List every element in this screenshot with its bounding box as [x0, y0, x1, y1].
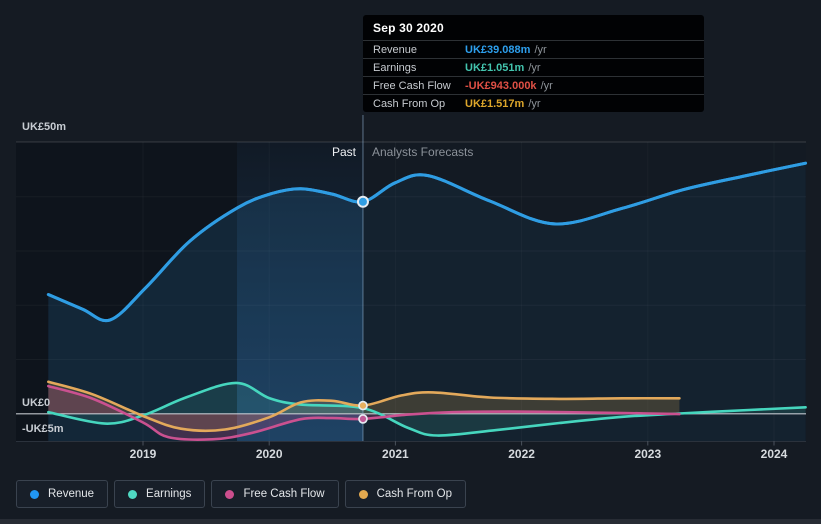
tooltip-row-free-cash-flow: Free Cash Flow -UK£943.000k /yr [363, 76, 704, 94]
x-tick-label: 2024 [760, 447, 788, 461]
tooltip-row-revenue: Revenue UK£39.088m /yr [363, 40, 704, 58]
marker-cash-from-op [358, 400, 368, 411]
area-forecast-revenue [363, 163, 806, 441]
tooltip-label: Revenue [373, 43, 418, 56]
tooltip-label: Free Cash Flow [373, 79, 451, 92]
forecast-region-label: Analysts Forecasts [372, 145, 474, 159]
line-free-cash-flow [47, 384, 681, 441]
tooltip-value: -UK£943.000k [465, 79, 537, 92]
tooltip-row-earnings: Earnings UK£1.051m /yr [363, 58, 704, 76]
free-cash-flow-dot-icon [225, 489, 235, 499]
x-tick-label: 2023 [634, 447, 662, 461]
tooltip-value: UK£1.517m [465, 97, 525, 110]
y-axis-label-50m: UK£50m [22, 121, 67, 133]
legend: Revenue Earnings Free Cash Flow Cash Fro… [16, 480, 467, 508]
tooltip-value: UK£1.051m [465, 61, 525, 74]
x-tick-label: 2021 [382, 447, 409, 461]
legend-item-revenue[interactable]: Revenue [16, 480, 109, 508]
cash-from-op-dot-icon [358, 489, 368, 499]
earnings-dot-icon [128, 489, 138, 499]
area-revenue [48, 188, 364, 441]
marker-free-cash-flow [358, 414, 368, 424]
tooltip-unit: /yr [528, 61, 541, 74]
bottom-bar [0, 519, 821, 524]
legend-item-free-cash-flow[interactable]: Free Cash Flow [211, 480, 339, 508]
area-free-cash-flow [48, 386, 680, 440]
tooltip-unit: /yr [534, 43, 547, 56]
x-tick-label: 2022 [508, 447, 535, 461]
legend-label: Earnings [146, 488, 192, 500]
area-earnings [48, 382, 806, 436]
tooltip-unit: /yr [540, 79, 553, 92]
line-revenue-top [47, 161, 806, 323]
revenue-dot-icon [30, 489, 39, 499]
legend-item-cash-from-op[interactable]: Cash From Op [344, 480, 467, 508]
plot-forecast-bg [362, 142, 806, 441]
x-tick-label: 2019 [129, 447, 157, 461]
y-axis-label-zero: UK£0 [22, 397, 51, 409]
hover-tooltip: Sep 30 2020 Revenue UK£39.088m /yr Earni… [363, 15, 704, 112]
legend-label: Cash From Op [376, 488, 453, 500]
tooltip-unit: /yr [528, 97, 541, 110]
tooltip-value: UK£39.088m [465, 43, 531, 56]
tooltip-label: Cash From Op [373, 97, 446, 110]
legend-label: Free Cash Flow [243, 488, 325, 500]
past-region-label: Past [331, 145, 356, 159]
y-axis-label-neg5m: -UK£5m [22, 423, 64, 435]
legend-label: Revenue [48, 488, 95, 500]
tooltip-date: Sep 30 2020 [373, 21, 444, 35]
legend-item-earnings[interactable]: Earnings [114, 480, 206, 508]
marker-revenue [356, 195, 369, 208]
tooltip-label: Earnings [373, 61, 417, 74]
x-tick-label: 2020 [255, 447, 283, 461]
tooltip-row-cash-from-op: Cash From Op UK£1.517m /yr [363, 94, 704, 112]
line-cash-from-op [47, 380, 681, 432]
